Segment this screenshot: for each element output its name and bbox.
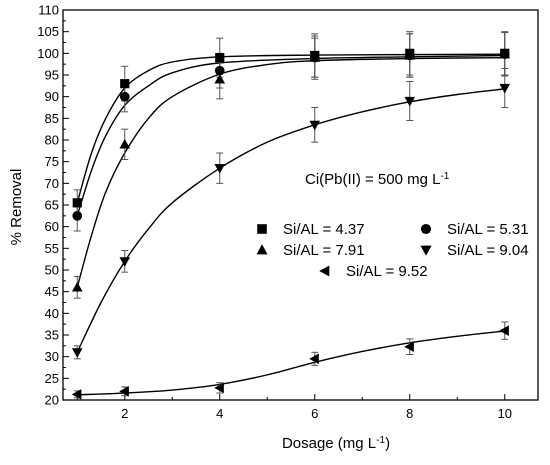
- x-axis-title-suffix: ): [385, 435, 390, 452]
- x-tick-label: 4: [216, 406, 223, 421]
- x-tick-label: 8: [406, 406, 413, 421]
- fit-curve-5: [77, 330, 505, 396]
- y-tick-label: 60: [45, 219, 59, 234]
- fit-curve-2: [76, 54, 505, 217]
- y-tick-label: 40: [45, 306, 59, 321]
- data-point-4: [71, 348, 83, 358]
- legend-label-3: Si/AL = 7.91: [283, 242, 365, 259]
- y-tick-label: 90: [45, 89, 59, 104]
- data-point-5: [499, 325, 509, 336]
- data-point-3: [404, 49, 416, 60]
- x-axis-title: Dosage (mg L-1): [282, 435, 390, 453]
- plot-area-border: [62, 9, 539, 401]
- data-point-5: [71, 389, 82, 400]
- fit-curves: [76, 53, 505, 396]
- y-tick-label: 30: [45, 349, 59, 364]
- legend-label-2: Si/AL = 5.31: [447, 221, 529, 238]
- x-axis-title-sup: -1: [376, 435, 385, 446]
- legend-marker-2: [420, 223, 432, 235]
- legend-marker-3: [256, 244, 268, 255]
- data-point-3: [71, 281, 83, 292]
- error-bars: [73, 31, 509, 399]
- data-point-2: [72, 211, 83, 221]
- data-point-2: [214, 65, 225, 76]
- data-point-1: [215, 53, 225, 63]
- y-tick-label: 70: [45, 176, 59, 191]
- annotation: Ci(Pb(II) = 500 mg L-1: [305, 171, 450, 189]
- x-tick-label: 6: [311, 406, 318, 421]
- data-point-5: [119, 386, 129, 397]
- y-tick-label: 80: [45, 133, 59, 148]
- y-tick-label: 20: [45, 393, 59, 408]
- y-tick-label: 110: [38, 3, 59, 18]
- annotation-sup: -1: [440, 171, 449, 182]
- y-tick-label: 75: [45, 154, 59, 169]
- data-point-3: [309, 52, 321, 62]
- y-tick-label: 100: [37, 46, 59, 61]
- y-tick-label: 105: [37, 24, 59, 39]
- data-point-1: [72, 198, 82, 208]
- plot-frame: [62, 9, 539, 401]
- x-tick-label: 2: [121, 406, 128, 421]
- data-point-3: [119, 138, 131, 149]
- data-point-4: [214, 164, 226, 174]
- legend-marker-1: [257, 224, 267, 234]
- y-tick-label: 55: [45, 241, 59, 256]
- y-tick-label: 65: [45, 198, 59, 213]
- legend-marker-4: [420, 245, 432, 256]
- data-point-3: [214, 73, 226, 84]
- data-point-1: [120, 79, 130, 89]
- axis-ticks: 20 25 30 35 40 45 50 55 60 65 70 75 80 85 90 95 100 105 11…: [37, 3, 512, 422]
- fit-curve-1: [76, 53, 505, 204]
- annotation-text: Ci(Pb(II) = 500 mg L: [305, 171, 440, 188]
- legend-label-5: Si/AL = 9.52: [346, 263, 428, 280]
- data-point-4: [404, 96, 416, 107]
- legend-label-1: Si/AL = 4.37: [283, 221, 365, 238]
- y-tick-label: 35: [45, 328, 59, 343]
- y-tick-label: 85: [45, 111, 59, 126]
- y-tick-label: 45: [45, 284, 59, 299]
- y-axis-title: % Removal: [8, 169, 25, 246]
- data-point-3: [499, 48, 511, 59]
- y-tick-label: 95: [45, 68, 59, 83]
- data-point-4: [499, 83, 511, 94]
- data-point-2: [119, 91, 130, 102]
- data-markers: [71, 48, 511, 400]
- data-point-5: [404, 341, 414, 352]
- y-tick-label: 50: [45, 263, 59, 278]
- data-point-4: [309, 120, 321, 131]
- legend-marker-5: [319, 265, 330, 277]
- x-tick-label: 10: [498, 406, 512, 421]
- legend-label-4: Si/AL = 9.04: [447, 242, 529, 259]
- y-tick-label: 25: [45, 371, 59, 386]
- legend: Si/AL = 4.37 Si/AL = 5.31 Si/AL = 7.91 Si/A…: [256, 221, 529, 280]
- data-point-5: [214, 382, 224, 394]
- data-point-4: [119, 257, 131, 267]
- data-point-5: [309, 353, 319, 365]
- fit-curve-4: [76, 88, 505, 353]
- fit-curve-3: [76, 56, 505, 288]
- x-axis-title-text: Dosage (mg L: [282, 435, 376, 452]
